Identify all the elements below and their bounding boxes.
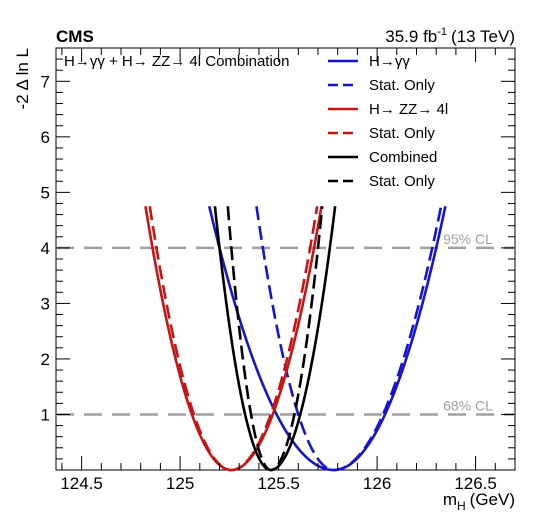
curve-0 — [207, 205, 447, 472]
y-tick-label: 4 — [41, 239, 50, 258]
x-tick-label: 126.5 — [454, 474, 497, 493]
x-axis-title-unit: (GeV) — [470, 490, 515, 509]
plot-area: 95% CL 68% CL 124.5 125 125.5 126 126.5 1 2 3 4 5 6 7 — [41, 47, 516, 493]
x-tick-label: 125 — [166, 474, 194, 493]
y-tick-label: 7 — [41, 72, 50, 91]
curve-3 — [148, 206, 319, 472]
curve-4 — [213, 206, 337, 472]
luminosity-exponent: -1 — [437, 26, 447, 38]
curve-1 — [255, 205, 443, 472]
legend: H→γγ Stat. Only H→ ZZ→ 4l Stat. Only Combine… — [328, 53, 448, 190]
cl-label-68: 68% CL — [443, 397, 493, 413]
legend-label-2: H→ ZZ→ 4l — [369, 101, 448, 118]
x-axis-title: mH (GeV) — [443, 490, 515, 513]
luminosity-value: 35.9 fb — [385, 27, 437, 46]
y-tick-label: 2 — [41, 350, 50, 369]
legend-label-4: Combined — [369, 149, 437, 166]
x-tick-label: 125.5 — [257, 474, 300, 493]
chart-title: H→γγ + H→ ZZ→ 4l Combination — [64, 53, 289, 70]
experiment-label: CMS — [56, 27, 94, 46]
legend-label-5: Stat. Only — [369, 173, 435, 190]
y-tick-label: 3 — [41, 294, 50, 313]
x-tick-label: 126 — [363, 474, 391, 493]
legend-label-0: H→γγ — [369, 53, 410, 70]
cl-label-95: 95% CL — [443, 231, 493, 247]
x-tick-label: 124.5 — [60, 474, 103, 493]
y-tick-label: 5 — [41, 183, 50, 202]
y-axis-title: -2 Δ ln L — [13, 48, 32, 109]
y-tick-label: 6 — [41, 128, 50, 147]
x-axis-title-main: m — [443, 490, 457, 509]
energy-label: (13 TeV) — [451, 27, 515, 46]
luminosity-label: 35.9 fb-1 (13 TeV) — [385, 26, 515, 46]
y-tick-label: 1 — [41, 405, 50, 424]
curve-5 — [226, 206, 324, 472]
legend-label-1: Stat. Only — [369, 77, 435, 94]
legend-label-3: Stat. Only — [369, 125, 435, 142]
x-axis-title-sub: H — [457, 499, 466, 513]
